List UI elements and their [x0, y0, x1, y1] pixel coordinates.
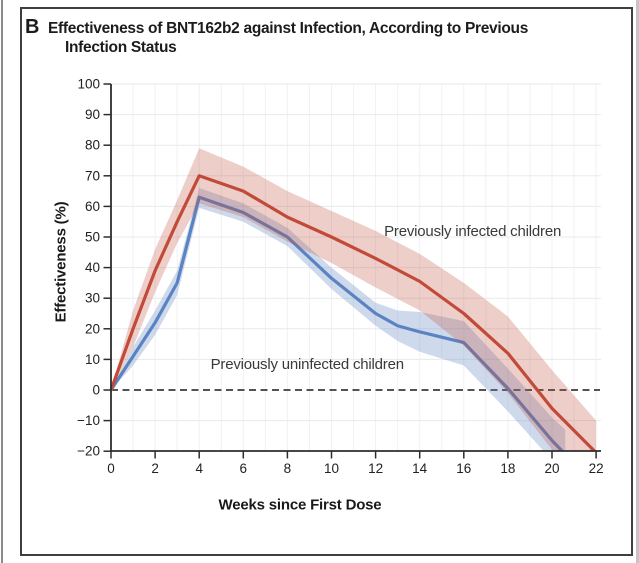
y-tick-label: 30 — [85, 291, 100, 306]
y-tick-label: 10 — [85, 352, 100, 367]
figure-left-border — [1, 0, 3, 563]
panel-label: B — [25, 16, 40, 38]
tick-marks — [103, 83, 597, 459]
x-tick-label: 0 — [107, 461, 115, 476]
series-line-1 — [110, 174, 597, 451]
series-line-0 — [110, 195, 565, 451]
y-tick-label: −10 — [77, 413, 100, 428]
chart-title-line1: Effectiveness of BNT162b2 against Infect… — [48, 20, 529, 37]
x-tick-label: 12 — [368, 461, 383, 476]
x-tick-label: 14 — [412, 461, 428, 476]
confidence-band-1 — [111, 148, 597, 451]
y-tick-label: 50 — [85, 230, 100, 245]
y-tick-label: 100 — [77, 77, 100, 92]
y-axis-title: Effectiveness (%) — [52, 201, 70, 323]
series-annotation: Previously infected children — [384, 223, 561, 240]
figure-right-border — [636, 0, 639, 563]
x-tick-label: 18 — [500, 461, 515, 476]
y-tick-label: 0 — [92, 383, 100, 398]
y-tick-label: 70 — [85, 168, 100, 183]
chart-title-line2: Infection Status — [65, 39, 177, 56]
x-tick-label: 2 — [151, 461, 159, 476]
x-tick-label: 20 — [544, 461, 559, 476]
x-tick-label: 8 — [284, 461, 292, 476]
y-tick-label: 60 — [85, 199, 100, 214]
y-tick-label: −20 — [77, 444, 100, 459]
y-tick-label: 40 — [85, 260, 100, 275]
series-layer — [110, 148, 597, 451]
y-tick-label: 80 — [85, 138, 100, 153]
x-axis-title: Weeks since First Dose — [218, 496, 382, 514]
panel-frame — [20, 7, 633, 556]
x-tick-label: 6 — [240, 461, 248, 476]
x-tick-label: 16 — [456, 461, 471, 476]
y-tick-label: 20 — [85, 321, 100, 336]
series-annotation: Previously uninfected children — [211, 356, 404, 373]
y-tick-label: 90 — [85, 107, 100, 122]
x-tick-label: 22 — [589, 461, 604, 476]
x-tick-label: 10 — [324, 461, 339, 476]
x-tick-label: 4 — [195, 461, 203, 476]
gridlines — [111, 83, 601, 451]
